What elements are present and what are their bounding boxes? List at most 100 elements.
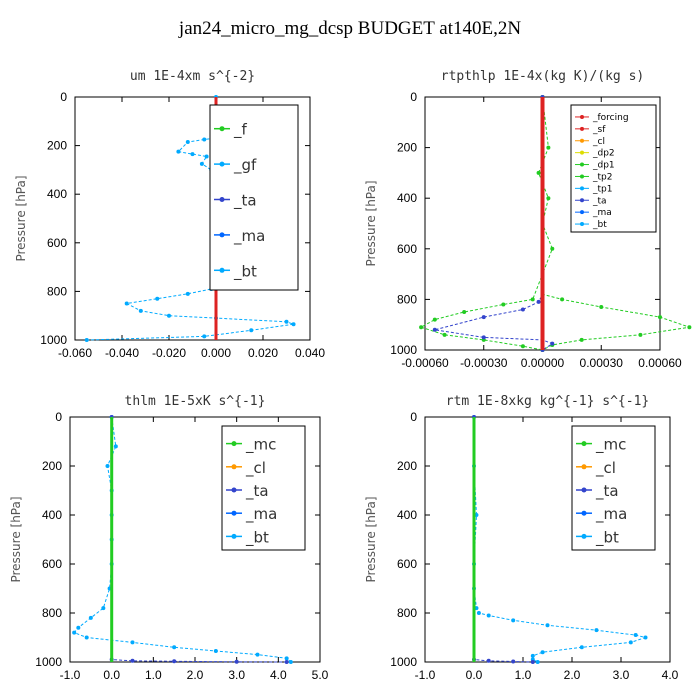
x-tick-label: -1.0 [415, 668, 436, 682]
plot-frame [74, 96, 311, 341]
x-tick-label: 4.0 [662, 668, 679, 682]
data-point [579, 337, 584, 342]
data-point [530, 660, 535, 664]
y-axis-label: Pressure [hPa] [364, 180, 378, 266]
data-point [284, 660, 289, 664]
data-point [88, 615, 93, 620]
legend-marker-dot [219, 126, 225, 132]
y-tick-label: 800 [397, 606, 417, 620]
x-tick-label: 5.0 [312, 668, 329, 682]
legend-label: _ma [592, 208, 612, 218]
y-axis-label: Pressure [hPa] [364, 496, 378, 582]
legend-marker-dot [231, 510, 237, 516]
data-point [190, 152, 195, 157]
data-point [202, 137, 207, 142]
x-tick-label: 0.00000 [521, 356, 565, 370]
legend-marker-dot [581, 487, 587, 493]
data-point [486, 613, 491, 618]
legend-label: _mc [245, 436, 276, 455]
y-tick-label: 800 [42, 606, 62, 620]
y-tick-label: 600 [47, 236, 67, 250]
panel-um: um 1E-4xm s^{-2} Pressure [hPa] 0 200 400 600… [14, 69, 325, 360]
data-point [481, 315, 486, 320]
legend-marker-dot [580, 186, 584, 191]
y-tick-label: 1000 [390, 343, 417, 357]
data-point [255, 652, 260, 657]
legend-box [571, 425, 656, 551]
y-axis-label: Pressure [hPa] [14, 175, 28, 261]
x-tick-label: -0.00030 [460, 356, 508, 370]
legend-label: _tp2 [592, 172, 612, 182]
x-tick-label: 0.020 [248, 346, 278, 360]
data-point [176, 149, 181, 154]
data-point [462, 310, 467, 315]
legend-marker-dot [581, 533, 587, 539]
x-tick-label: 0.0 [466, 668, 483, 682]
data-point [530, 297, 535, 302]
legend-marker-dot [580, 138, 584, 143]
legend-label: _ma [233, 227, 265, 246]
legend-label: _ta [245, 482, 269, 501]
y-tick-label: 200 [397, 141, 417, 155]
data-point [545, 623, 550, 628]
panel-title: thlm 1E-5xK s^{-1} [125, 394, 266, 409]
data-point [101, 606, 106, 611]
data-point [540, 650, 545, 655]
legend-label: _mc [595, 436, 626, 455]
legend-marker-dot [580, 162, 584, 167]
series-line-ta [434, 97, 554, 351]
data-point [643, 635, 648, 640]
legend-marker-dot [580, 174, 584, 179]
x-tick-label: -0.00060 [401, 356, 449, 370]
legend-marker-dot [580, 114, 584, 119]
data-point [535, 660, 540, 664]
panel-title: rtm 1E-8xkg kg^{-1} s^{-1} [446, 394, 650, 409]
x-tick-label: 3.0 [228, 668, 245, 682]
legend-marker-dot [219, 232, 225, 238]
x-tick-label: 0.00060 [638, 356, 682, 370]
legend-label: _f [233, 121, 248, 140]
data-point [633, 633, 638, 638]
legend-label: _dp2 [592, 149, 615, 159]
data-point [124, 301, 129, 306]
data-point [72, 630, 77, 635]
panel-title: um 1E-4xm s^{-2} [130, 69, 255, 84]
legend-box [221, 425, 306, 551]
data-point [511, 618, 516, 623]
legend-marker-dot [580, 150, 584, 155]
data-point [536, 170, 541, 175]
x-tick-label: 1.0 [145, 668, 162, 682]
data-point [172, 659, 177, 664]
legend-marker-dot [231, 487, 237, 493]
data-point [550, 341, 555, 346]
data-point [481, 335, 486, 340]
y-tick-label: 200 [47, 139, 67, 153]
legend-marker-dot [580, 198, 584, 203]
data-point [687, 325, 692, 330]
data-point [172, 645, 177, 650]
legend-label: _ta [592, 196, 607, 206]
x-tick-label: -1.0 [60, 668, 81, 682]
x-tick-label: -0.020 [152, 346, 186, 360]
legend-marker-dot [231, 441, 237, 447]
panel-title: rtpthlp 1E-4x(kg K)/(kg s) [441, 69, 645, 84]
data-point [155, 296, 160, 301]
legend-marker-dot [219, 161, 225, 167]
panel-rtpthlp: rtpthlp 1E-4x(kg K)/(kg s) Pressure [hPa]… [364, 69, 692, 370]
legend-box [209, 104, 299, 291]
y-tick-label: 0 [410, 410, 417, 424]
data-point [284, 319, 289, 324]
legend-label: _ta [595, 482, 619, 501]
data-point [658, 315, 662, 320]
data-point [284, 656, 289, 661]
y-tick-label: 400 [397, 191, 417, 205]
legend-marker-dot [231, 533, 237, 539]
y-tick-label: 400 [397, 508, 417, 522]
legend-label: _bt [592, 220, 607, 230]
data-point [520, 307, 525, 312]
data-point [419, 325, 424, 330]
legend-label: _ma [595, 505, 627, 524]
legend-marker-dot [219, 267, 225, 273]
data-point [442, 332, 447, 337]
data-point [432, 327, 437, 332]
